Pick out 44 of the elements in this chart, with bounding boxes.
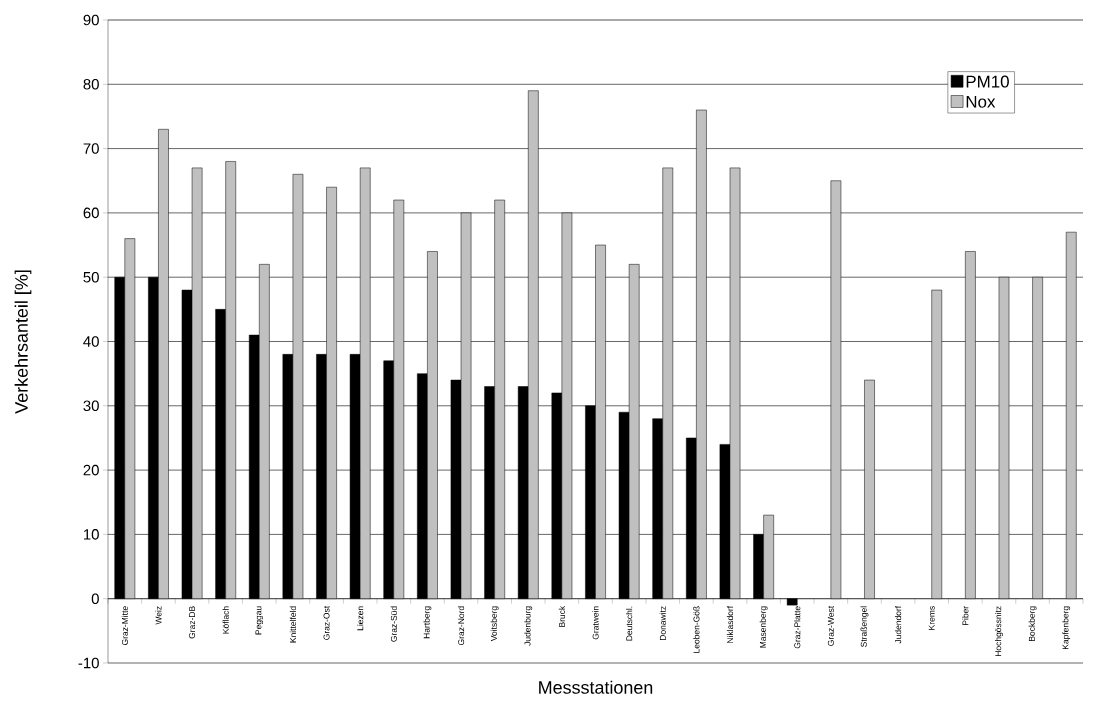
x-tick-label: Straßengel: [860, 606, 869, 647]
x-tick-label: Graz-DB: [189, 606, 196, 639]
x-tick-label: Peggau: [255, 606, 264, 635]
x-tick-label: Liezen: [357, 606, 364, 631]
x-tick-label: Voitsberg: [490, 606, 499, 642]
y-tick-label: 10: [84, 529, 99, 540]
x-tick-label: Bruck: [558, 605, 565, 627]
x-tick-label: Graz-Süd: [390, 606, 397, 642]
y-tick-label: 80: [83, 78, 99, 90]
y-tick-label: 40: [83, 336, 99, 347]
x-tick-label: Niklasdorf: [726, 605, 734, 643]
x-axis-title: Messstationen: [539, 680, 653, 694]
x-tick-label: Graz-Nord: [457, 606, 465, 645]
legend-label: Nox: [966, 95, 996, 108]
x-tick-label: Graz-Mitte: [121, 606, 128, 645]
y-tick-label: 30: [83, 400, 99, 412]
x-tick-label: Gratwein: [592, 606, 599, 640]
y-tick-label: -10: [78, 657, 99, 669]
x-tick-label: Kapfenberg: [1062, 606, 1071, 649]
x-tick-label: Graz-West: [827, 605, 834, 646]
x-tick-label: Hochgössnitz: [995, 606, 1003, 657]
y-tick-label: 70: [83, 143, 99, 154]
x-tick-label: Graz-Platte: [794, 606, 801, 649]
y-axis-title: Verkehrsanteil [%]: [14, 270, 32, 414]
x-tick-label: Knittelfeld: [289, 606, 297, 643]
x-tick-label: Krems: [928, 606, 935, 630]
x-tick-label: Bockberg: [1028, 606, 1037, 641]
y-tick-label: 90: [83, 14, 99, 26]
x-tick-label: Piber: [962, 606, 969, 625]
x-tick-label: Judenburg: [524, 606, 533, 646]
x-tick-label: Leoben-Göß: [693, 606, 700, 653]
y-tick-label: 60: [83, 207, 99, 219]
x-tick-label: Donawitz: [659, 606, 666, 641]
x-tick-label: Hartberg: [423, 606, 432, 639]
y-tick-label: 50: [83, 271, 99, 283]
x-tick-label: Deutschl.: [626, 606, 633, 641]
y-tick-label: 20: [83, 464, 99, 476]
x-tick-label: Weiz: [155, 606, 162, 625]
legend-label: PM10: [966, 75, 1009, 88]
x-tick-label: Köflach: [222, 606, 229, 634]
x-tick-label: Graz-Ost: [323, 605, 330, 640]
x-tick-label: Masenberg: [759, 606, 768, 648]
x-tick-label: Judendorf: [894, 605, 902, 644]
y-tick-label: 0: [91, 593, 99, 604]
